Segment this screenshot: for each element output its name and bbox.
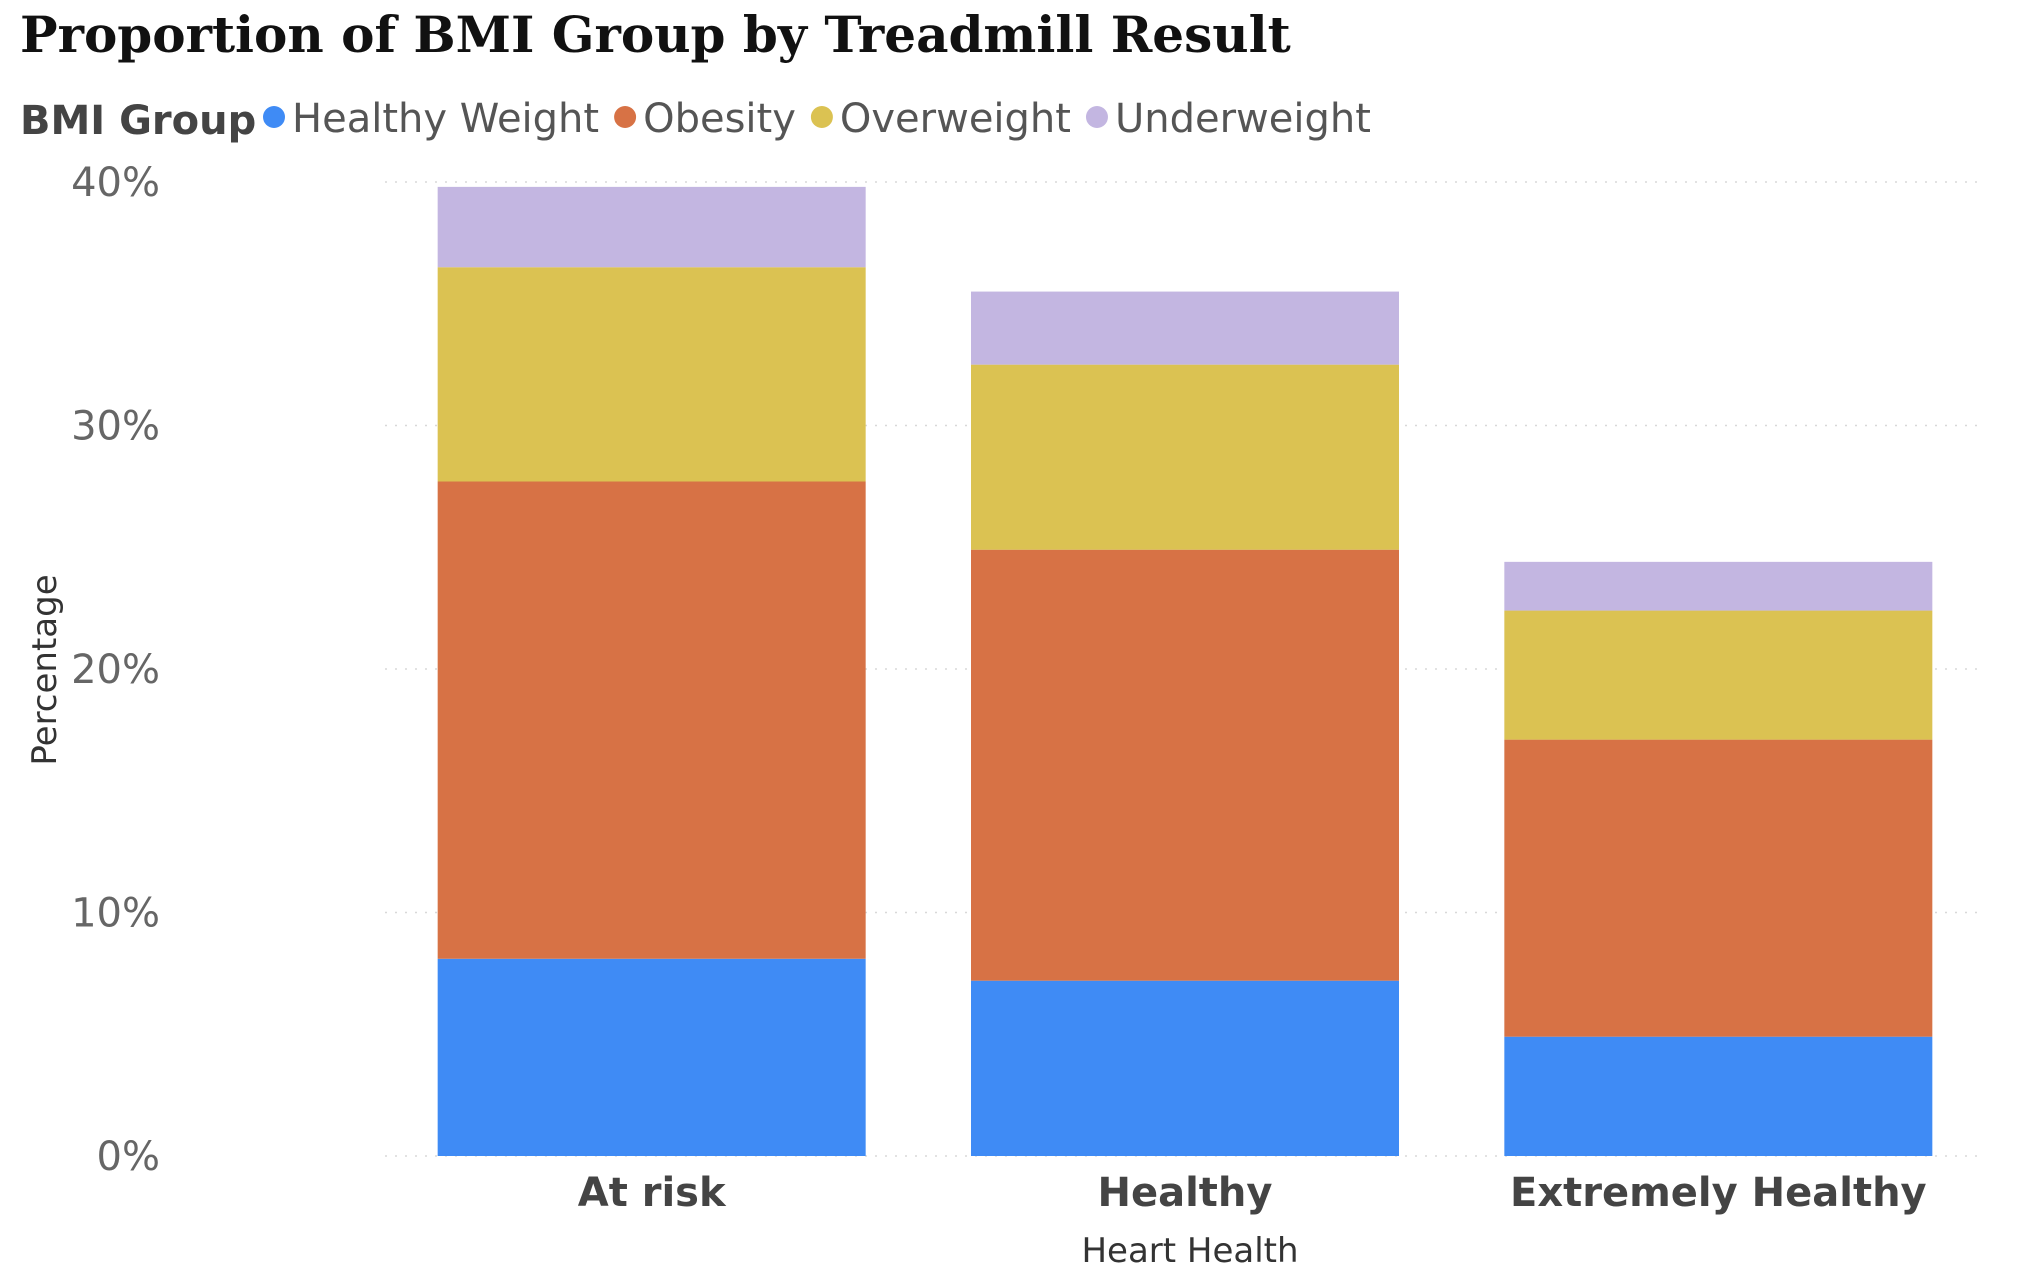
legend-label: Obesity [643,96,796,142]
x-category-label: At risk [578,1170,727,1216]
x-axis-categories: At risk Healthy Extremely Healthy [578,1170,1927,1216]
legend: BMI Group Healthy Weight Obesity Overweigh… [20,96,1371,144]
bar-segment-obesity[interactable] [1504,739,1933,1037]
bar-segment-healthy-weight[interactable] [1504,1036,1933,1156]
bar-segment-underweight[interactable] [971,291,1399,365]
bar-segment-overweight[interactable] [1504,610,1933,740]
bar-segment-healthy-weight[interactable] [971,980,1399,1156]
y-tick-label: 40% [71,160,160,206]
legend-title: BMI Group [20,98,256,144]
bar-stack-healthy[interactable] [971,291,1399,1156]
bar-segment-overweight[interactable] [971,364,1399,550]
legend-marker [263,106,285,128]
bar-segment-healthy-weight[interactable] [437,958,866,1156]
bar-stack-extremely-healthy[interactable] [1504,561,1933,1156]
x-category-label: Healthy [1098,1170,1273,1216]
legend-marker [1085,106,1108,128]
bar-segment-obesity[interactable] [437,481,866,959]
legend-label: Overweight [840,96,1071,142]
bar-segment-underweight[interactable] [437,186,866,268]
y-axis-title: Percentage [25,574,65,765]
bars [437,186,1933,1156]
legend-item-overweight[interactable]: Overweight [810,96,1071,142]
bar-segment-obesity[interactable] [971,549,1399,981]
legend-item-healthy-weight[interactable]: Healthy Weight [263,96,599,142]
legend-item-underweight[interactable]: Underweight [1085,96,1371,142]
legend-label: Healthy Weight [292,96,599,142]
bar-segment-underweight[interactable] [1504,561,1933,611]
legend-marker [614,106,637,128]
y-tick-label: 20% [71,647,160,693]
legend-item-obesity[interactable]: Obesity [614,96,796,142]
bar-segment-overweight[interactable] [437,267,866,482]
x-category-label: Extremely Healthy [1510,1170,1927,1216]
x-axis-title: Heart Health [1081,1231,1298,1271]
bar-stack-at-risk[interactable] [437,186,866,1156]
y-axis-ticks: 0% 10% 20% 30% 40% [71,160,160,1180]
y-tick-label: 10% [71,891,160,937]
y-tick-label: 0% [97,1134,160,1180]
chart-title: Proportion of BMI Group by Treadmill Res… [20,5,1291,64]
y-tick-label: 30% [71,404,160,450]
legend-label: Underweight [1115,96,1371,142]
legend-marker [810,106,833,128]
